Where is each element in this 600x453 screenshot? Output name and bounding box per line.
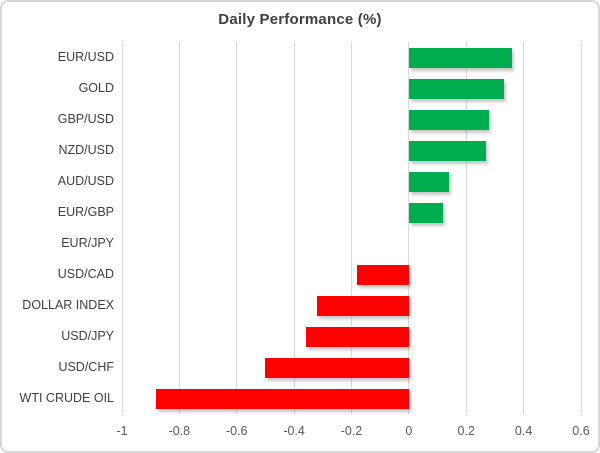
- gridline--1: [121, 42, 123, 414]
- x-tick-label: 0.6: [572, 424, 590, 438]
- chart-title: Daily Performance (%): [218, 11, 382, 28]
- bar-usd-jpy: [305, 326, 409, 347]
- gridline--0.8: [178, 42, 180, 414]
- gridline-0: [408, 42, 410, 414]
- bar-usd-cad: [357, 264, 409, 285]
- x-tick-label: -0.8: [168, 424, 191, 438]
- x-tick-label: -0.2: [340, 424, 363, 438]
- x-tick-label: 0.2: [457, 424, 475, 438]
- bar-gbp-usd: [408, 109, 490, 130]
- category-label-gbp-usd: GBP/USD: [57, 112, 114, 126]
- x-tick-label: 0.4: [514, 424, 533, 438]
- x-tick-label: -0.6: [225, 424, 248, 438]
- gridline--0.2: [351, 42, 352, 414]
- x-tick-label: -0.4: [283, 424, 305, 438]
- category-label-eur-gbp: EUR/GBP: [57, 205, 114, 219]
- bar-wti-crude-oil: [156, 388, 409, 409]
- bar-gold: [408, 78, 504, 99]
- category-label-eur-usd: EUR/USD: [57, 50, 114, 64]
- bar-dollar-index: [317, 295, 409, 316]
- category-label-usd-jpy: USD/JPY: [61, 329, 114, 343]
- category-label-eur-jpy: EUR/JPY: [61, 236, 114, 250]
- plot-area: [121, 42, 582, 414]
- bar-nzd-usd: [408, 140, 487, 161]
- category-label-aud-usd: AUD/USD: [57, 174, 114, 188]
- gridline-0.4: [523, 42, 525, 414]
- bar-eur-gbp: [408, 202, 444, 223]
- bar-usd-chf: [265, 357, 409, 378]
- category-label-wti-crude-oil: WTI CRUDE OIL: [19, 391, 114, 405]
- category-label-usd-chf: USD/CHF: [58, 360, 114, 374]
- category-label-usd-cad: USD/CAD: [57, 267, 114, 281]
- gridline--0.4: [293, 42, 295, 414]
- x-tick-label: -1: [116, 424, 128, 438]
- bar-eur-usd: [408, 47, 513, 68]
- category-label-nzd-usd: NZD/USD: [58, 143, 114, 157]
- category-label-dollar-index: DOLLAR INDEX: [22, 298, 114, 312]
- bar-aud-usd: [408, 171, 450, 192]
- category-label-gold: GOLD: [78, 81, 114, 95]
- gridline-0.6: [580, 42, 582, 414]
- x-tick-label: 0: [405, 424, 413, 438]
- gridline-0.2: [465, 42, 467, 414]
- gridline--0.6: [236, 42, 238, 414]
